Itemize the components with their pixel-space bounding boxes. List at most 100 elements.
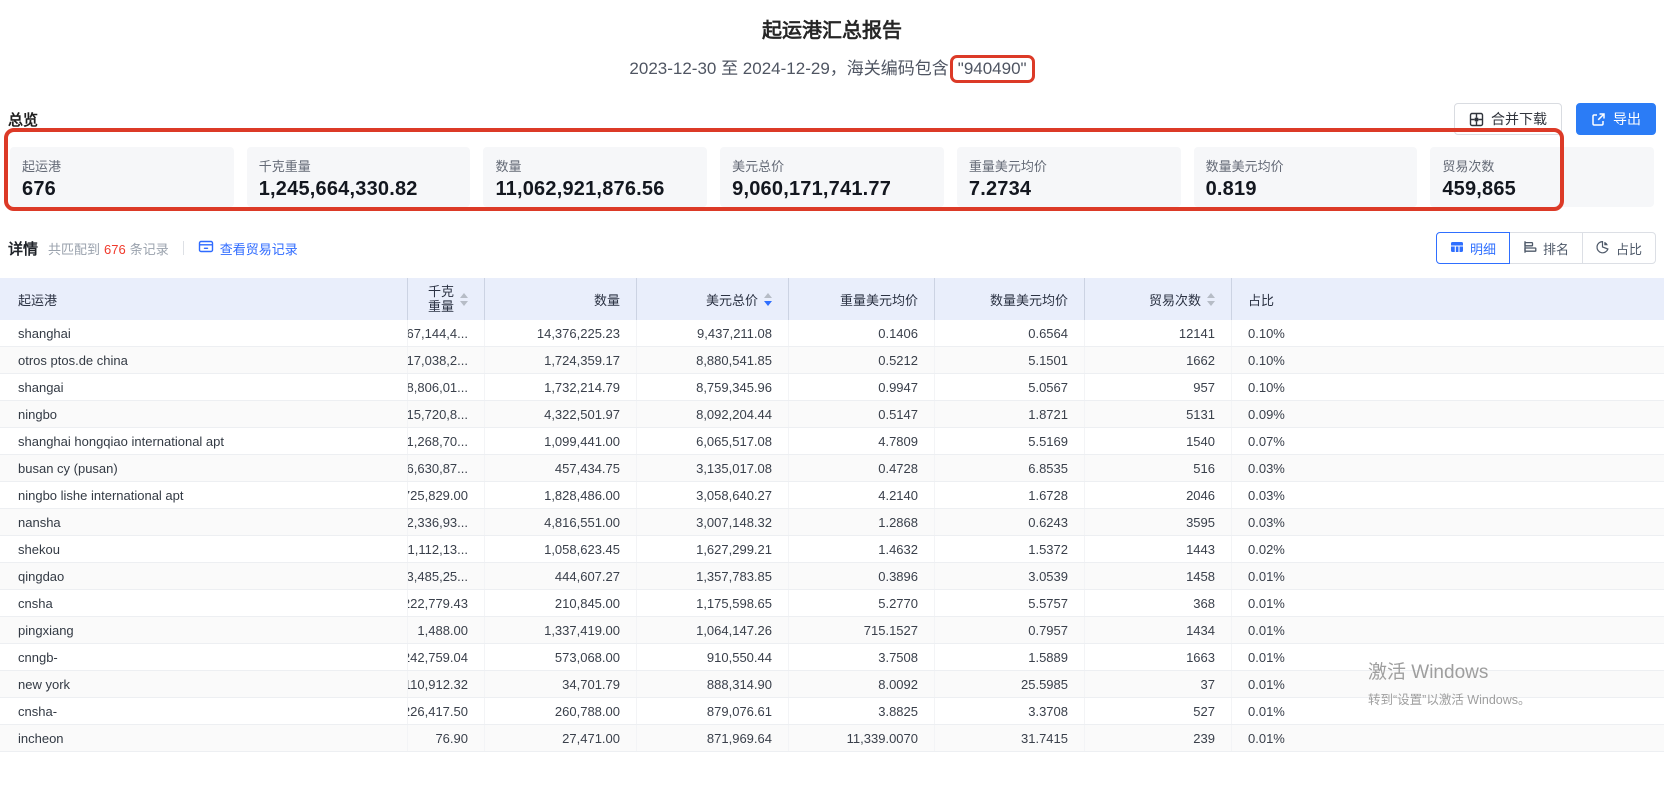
overview-actions: 合并下载 导出 bbox=[1454, 103, 1656, 135]
table-cell: 1,268,70... bbox=[408, 428, 485, 454]
table-cell: 0.3896 bbox=[789, 563, 935, 589]
port-name-cell: ningbo lishe international apt bbox=[0, 482, 408, 508]
table-cell: 17,038,2... bbox=[408, 347, 485, 373]
view-trade-records-link[interactable]: 查看贸易记录 bbox=[198, 239, 298, 258]
view-trade-records-label: 查看贸易记录 bbox=[219, 241, 298, 257]
table-cell: 76.90 bbox=[408, 725, 485, 751]
port-name-cell: new york bbox=[0, 671, 408, 697]
table-row: shangai 8,806,01... 1,732,214.79 8,759,345.… bbox=[0, 374, 1664, 401]
view-tab-明细[interactable]: 明细 bbox=[1435, 232, 1510, 264]
table-cell: 0.01% bbox=[1248, 676, 1285, 692]
table-cell: 1663 bbox=[1085, 644, 1232, 670]
detail-table: 起运港 千克重量 数量 美元总价 重量美元均价 数量美元均价 贸易次数 占比 shanghai… bbox=[0, 278, 1664, 752]
view-tab-排名[interactable]: 排名 bbox=[1508, 232, 1583, 264]
table-cell: 27,471.00 bbox=[485, 725, 637, 751]
sort-control[interactable] bbox=[460, 292, 468, 306]
summary-card-value: 676 bbox=[22, 178, 56, 200]
port-name-cell: shanghai hongqiao international apt bbox=[0, 428, 408, 454]
column-header-label: 美元总价 bbox=[705, 292, 758, 308]
port-name-cell: cnsha bbox=[0, 590, 408, 616]
summary-card-label: 美元总价 bbox=[732, 159, 785, 174]
column-header[interactable]: 贸易次数 bbox=[1085, 278, 1232, 320]
table-cell: 888,314.90 bbox=[637, 671, 789, 697]
table-cell: 871,969.64 bbox=[637, 725, 789, 751]
table-body: shanghai 67,144,4... 14,376,225.23 9,437,21… bbox=[0, 320, 1664, 752]
table-cell: 5.1501 bbox=[935, 347, 1085, 373]
summary-card-value: 11,062,921,876.56 bbox=[495, 178, 665, 200]
table-cell: 1662 bbox=[1085, 347, 1232, 373]
overview-bar: 总览 合并下载 bbox=[0, 101, 1664, 137]
merge-download-button[interactable]: 合并下载 bbox=[1454, 103, 1562, 135]
view-tab-占比[interactable]: 占比 bbox=[1581, 232, 1656, 264]
table-row: ningbo 15,720,8... 4,322,501.97 8,092,204.4… bbox=[0, 401, 1664, 428]
table-cell: 2,336,93... bbox=[408, 509, 485, 535]
table-row: pingxiang 1,488.00 1,337,419.00 1,064,147.2… bbox=[0, 617, 1664, 644]
table-cell: 1,828,486.00 bbox=[485, 482, 637, 508]
column-header-label: 起运港 bbox=[18, 292, 58, 308]
summary-card-label: 起运港 bbox=[22, 159, 62, 174]
table-row: shekou 1,112,13... 1,058,623.45 1,627,299.2… bbox=[0, 536, 1664, 563]
watermark-line2: 转到“设置”以激活 Windows。 bbox=[1368, 693, 1531, 707]
table-cell: 3,485,25... bbox=[408, 563, 485, 589]
sort-desc-icon bbox=[460, 300, 468, 306]
table-cell: 67,144,4... bbox=[408, 320, 485, 346]
table-cell: 3.0539 bbox=[935, 563, 1085, 589]
summary-card: 数量美元均价 0.819 bbox=[1193, 147, 1418, 207]
table-cell: 0.01% bbox=[1248, 649, 1285, 665]
sort-asc-icon bbox=[460, 292, 468, 298]
sort-control[interactable] bbox=[764, 292, 772, 306]
column-header-label: 占比 bbox=[1248, 292, 1275, 308]
table-cell: 0.03% bbox=[1248, 487, 1285, 503]
summary-card-label: 千克重量 bbox=[258, 159, 311, 174]
table-cell: 444,607.27 bbox=[485, 563, 637, 589]
column-header-label: 重量美元均价 bbox=[839, 292, 918, 308]
column-header-label: 数量美元均价 bbox=[989, 292, 1068, 308]
summary-card: 数量 11,062,921,876.56 bbox=[483, 147, 708, 207]
table-row: otros ptos.de china 17,038,2... 1,724,359.… bbox=[0, 347, 1664, 374]
summary-card: 美元总价 9,060,171,741.77 bbox=[720, 147, 944, 207]
table-cell: 1.2868 bbox=[789, 509, 935, 535]
table-cell: 0.6564 bbox=[935, 320, 1085, 346]
table-cell: 957 bbox=[1085, 374, 1232, 400]
view-tab-label: 排名 bbox=[1542, 241, 1569, 257]
table-cell: 2046 bbox=[1085, 482, 1232, 508]
table-cell: 226,417.50 bbox=[408, 698, 485, 724]
table-cell: 1,724,359.17 bbox=[485, 347, 637, 373]
table-cell: 3,007,148.32 bbox=[637, 509, 789, 535]
customs-code-red-annotation: "940490" bbox=[949, 55, 1035, 83]
table-cell: 1434 bbox=[1085, 617, 1232, 643]
sort-control[interactable] bbox=[1207, 292, 1215, 306]
port-name-cell: nansha bbox=[0, 509, 408, 535]
table-cell: 0.01% bbox=[1248, 595, 1285, 611]
table-cell: 1,064,147.26 bbox=[637, 617, 789, 643]
table-cell: 3.7508 bbox=[789, 644, 935, 670]
table-cell: 12141 bbox=[1085, 320, 1232, 346]
table-cell: 516 bbox=[1085, 455, 1232, 481]
table-cell: 3595 bbox=[1085, 509, 1232, 535]
column-header: 数量 bbox=[485, 278, 637, 320]
summary-card: 贸易次数 459,865 bbox=[1430, 147, 1655, 207]
summary-card-label: 数量美元均价 bbox=[1205, 159, 1284, 174]
matched-records-text: 共匹配到 676 条记录 bbox=[48, 241, 169, 257]
column-header[interactable]: 千克重量 bbox=[408, 278, 485, 320]
summary-card-label: 贸易次数 bbox=[1442, 159, 1495, 174]
table-cell: 0.01% bbox=[1248, 568, 1285, 584]
port-name-cell: shanghai bbox=[0, 320, 408, 346]
port-name-cell: shangai bbox=[0, 374, 408, 400]
table-cell: 0.02% bbox=[1248, 541, 1285, 557]
column-header: 重量美元均价 bbox=[789, 278, 935, 320]
table-cell: 368 bbox=[1085, 590, 1232, 616]
table-row: shanghai 67,144,4... 14,376,225.23 9,437,21… bbox=[0, 320, 1664, 347]
table-cell: 5.5169 bbox=[935, 428, 1085, 454]
port-name-cell: otros ptos.de china bbox=[0, 347, 408, 373]
table-cell: 0.5147 bbox=[789, 401, 935, 427]
summary-card-label: 数量 bbox=[495, 159, 522, 174]
table-cell: 242,759.04 bbox=[408, 644, 485, 670]
summary-card: 起运港 676 bbox=[10, 147, 234, 207]
windows-activation-watermark: 激活 Windows 转到“设置”以激活 Windows。 bbox=[1368, 657, 1531, 708]
export-button[interactable]: 导出 bbox=[1576, 103, 1656, 135]
column-header: 起运港 bbox=[0, 278, 408, 320]
column-header[interactable]: 美元总价 bbox=[637, 278, 789, 320]
table-cell: 15,720,8... bbox=[408, 401, 485, 427]
